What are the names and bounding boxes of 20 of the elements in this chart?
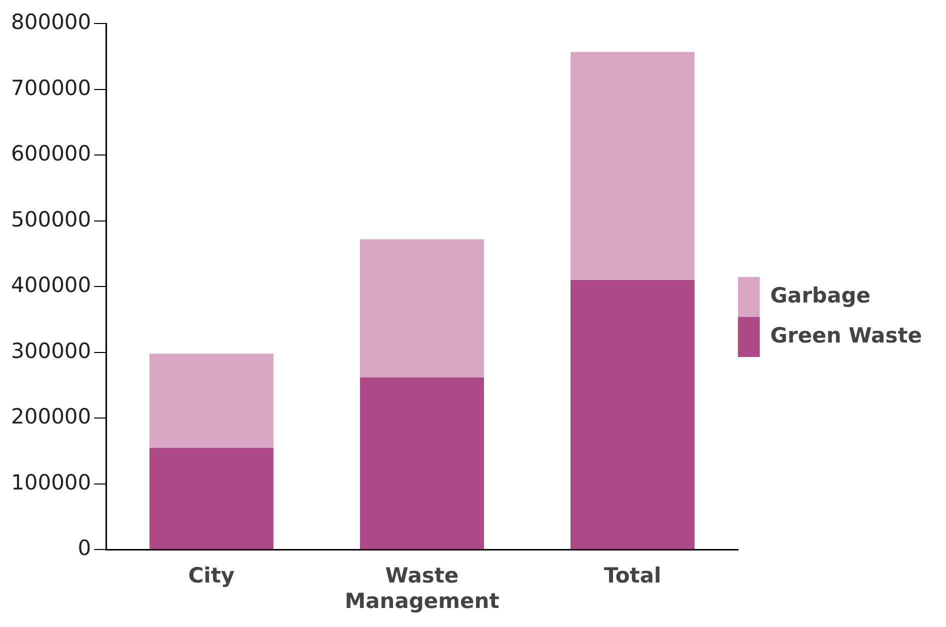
legend-label: Green Waste xyxy=(770,323,922,348)
bar xyxy=(570,52,695,280)
x-tick-label: City xyxy=(188,564,235,588)
legend-label: Garbage xyxy=(770,283,871,308)
y-tick-label: 400000 xyxy=(10,273,92,298)
bar xyxy=(360,239,484,378)
y-tick-label: 600000 xyxy=(10,142,92,166)
bar xyxy=(149,448,274,550)
y-tick-label: 200000 xyxy=(10,404,92,429)
x-tick-label: Waste Management xyxy=(344,564,500,613)
bar xyxy=(570,280,695,550)
y-tick-label: 100000 xyxy=(10,470,92,494)
y-tick-label: 700000 xyxy=(10,76,92,100)
y-tick-label: 300000 xyxy=(10,338,92,363)
x-tick-label: Total xyxy=(604,564,662,588)
y-tick-label: 0 xyxy=(78,536,92,560)
bar xyxy=(360,377,484,550)
bar xyxy=(149,354,274,448)
y-tick-label: 800000 xyxy=(10,10,92,34)
y-tick-label: 500000 xyxy=(10,207,92,232)
